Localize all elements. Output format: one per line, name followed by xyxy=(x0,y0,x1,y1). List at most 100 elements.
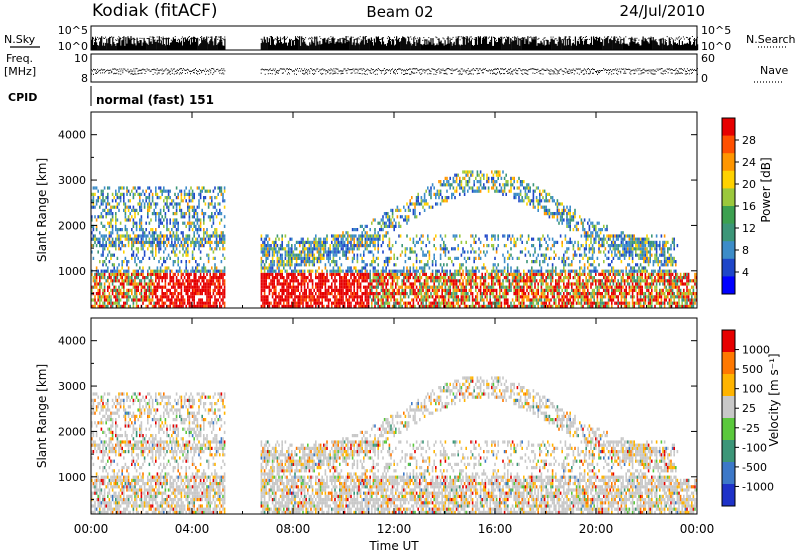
power-cell xyxy=(137,247,139,251)
power-cell xyxy=(206,304,208,308)
power-cell xyxy=(132,244,135,248)
freq-point xyxy=(183,69,185,71)
power-cell xyxy=(166,221,168,225)
nsearch-dot xyxy=(331,38,333,40)
power-cell xyxy=(260,266,263,270)
nsky-bar xyxy=(436,43,438,50)
power-cell xyxy=(391,285,394,289)
nsky-bar xyxy=(364,36,366,50)
power-cell xyxy=(217,240,219,244)
nsky-bar xyxy=(291,45,293,50)
power-cell xyxy=(94,298,96,302)
nsky-bar xyxy=(499,38,501,50)
power-cell xyxy=(388,288,391,292)
power-cell xyxy=(103,276,106,280)
power-cell xyxy=(393,288,395,292)
power-cell xyxy=(207,295,210,299)
power-cell xyxy=(110,244,112,248)
power-cell xyxy=(193,234,195,238)
power-cell xyxy=(380,276,383,280)
power-cell xyxy=(180,282,183,286)
power-cell xyxy=(305,301,307,305)
power-cell xyxy=(324,285,327,289)
power-cell xyxy=(148,292,151,296)
power-cell xyxy=(212,269,215,273)
power-cell xyxy=(147,276,149,280)
power-cell xyxy=(105,269,107,273)
power-cell xyxy=(123,272,125,276)
power-cell xyxy=(374,292,376,296)
power-cell xyxy=(222,272,224,276)
nave-point xyxy=(327,72,329,73)
nsearch-dot xyxy=(410,36,412,38)
power-cell xyxy=(135,189,138,193)
nsearch-dot xyxy=(95,36,96,38)
nsky-bar xyxy=(387,40,390,50)
power-cell xyxy=(124,295,127,299)
freq-point xyxy=(647,70,649,72)
power-cell xyxy=(175,244,178,248)
power-cell xyxy=(161,221,163,225)
nsky-bar xyxy=(553,39,555,50)
nsearch-dot xyxy=(671,38,673,40)
power-cell xyxy=(316,285,319,289)
power-cell xyxy=(92,237,95,241)
power-cell xyxy=(375,237,378,241)
freq-point xyxy=(224,70,226,72)
power-cell xyxy=(140,234,143,238)
power-cell xyxy=(155,192,157,196)
power-cell xyxy=(385,256,387,260)
freq-point xyxy=(347,68,349,70)
nave-point xyxy=(580,72,582,73)
power-cell xyxy=(353,292,355,296)
power-cell xyxy=(191,288,194,292)
power-cell xyxy=(396,208,399,212)
power-cell xyxy=(297,304,299,308)
power-cell xyxy=(329,256,331,260)
nsearch-dot xyxy=(221,39,223,41)
freq-point xyxy=(107,69,109,71)
freq-point xyxy=(271,69,273,71)
power-cell xyxy=(206,228,208,232)
power-cell xyxy=(385,224,387,228)
freq-point xyxy=(371,69,373,71)
nsky-bar xyxy=(420,44,422,50)
nsky-bar xyxy=(318,44,320,50)
power-cell xyxy=(286,269,288,273)
nsky-bar xyxy=(212,41,214,50)
nsky-bar xyxy=(535,36,537,50)
power-cell xyxy=(118,208,120,212)
power-cell xyxy=(412,298,415,302)
nsky-bar xyxy=(292,40,294,50)
power-cell xyxy=(206,240,208,244)
power-cell xyxy=(379,292,381,296)
power-cell xyxy=(268,253,271,257)
power-cell xyxy=(391,208,394,212)
power-cell xyxy=(390,276,392,280)
power-cell xyxy=(287,295,290,299)
power-cell xyxy=(215,228,218,232)
power-cell xyxy=(155,189,157,193)
power-cell xyxy=(172,244,175,248)
power-cell xyxy=(175,304,178,308)
power-cell xyxy=(99,282,101,286)
nave-point xyxy=(680,72,682,74)
power-cell xyxy=(163,301,165,305)
nave-point xyxy=(141,72,143,74)
power-cell xyxy=(132,282,135,286)
nsearch-dot xyxy=(154,39,156,41)
nave-point xyxy=(264,73,266,75)
power-cell xyxy=(398,304,400,308)
nsky-bar xyxy=(645,39,647,50)
power-cell xyxy=(294,288,296,292)
power-cell xyxy=(196,269,199,273)
power-cell xyxy=(358,282,360,286)
nsky-bar xyxy=(396,36,398,50)
nave-point xyxy=(493,72,494,74)
power-cell xyxy=(297,282,299,286)
nsky-bar xyxy=(314,36,316,50)
power-cell xyxy=(110,269,112,273)
power-cell xyxy=(217,269,219,273)
nsky-bar xyxy=(205,40,207,50)
power-cell xyxy=(153,292,155,296)
